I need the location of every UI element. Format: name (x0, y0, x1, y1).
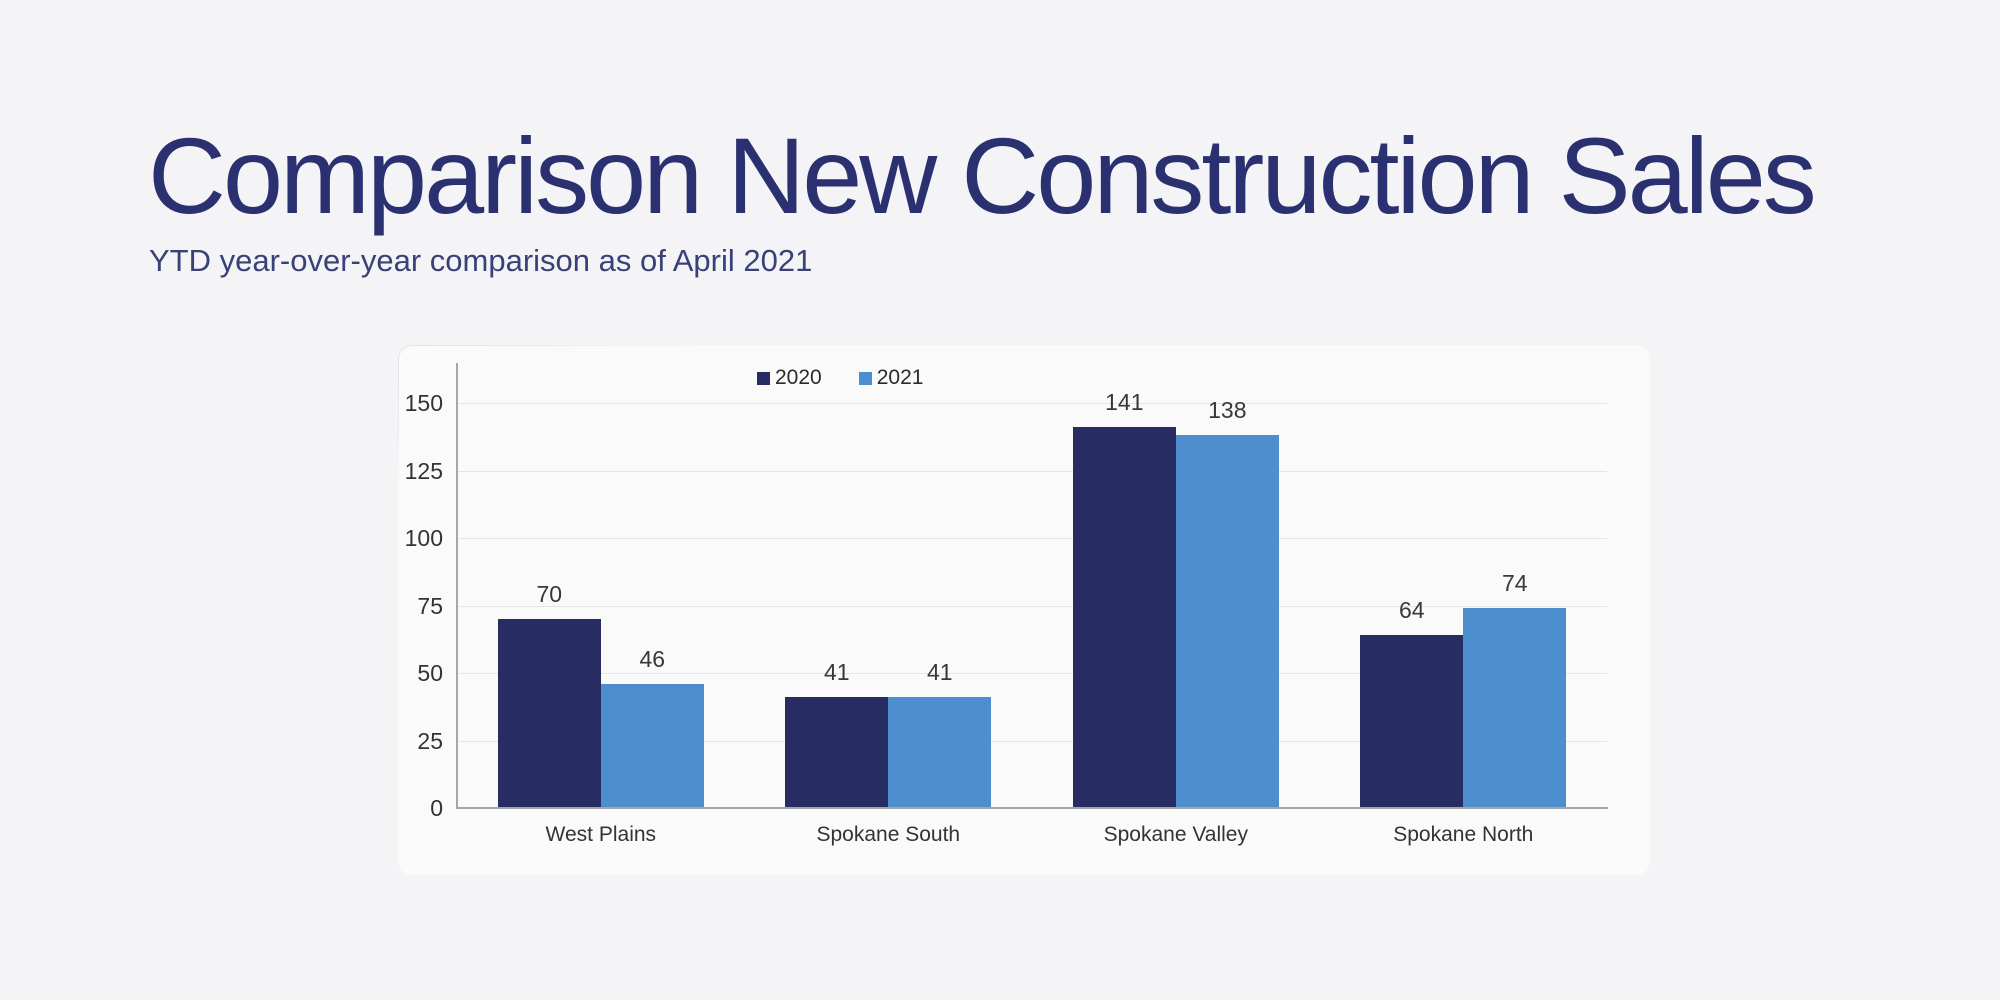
legend-swatch-2020 (757, 371, 770, 385)
page-subtitle: YTD year-over-year comparison as of Apri… (149, 243, 813, 278)
value-label-2020-west-plains: 70 (536, 581, 563, 607)
bar-2021-west-plains (600, 683, 704, 808)
bar-2020-west-plains (497, 619, 601, 808)
value-label-2020-spokane-south: 41 (824, 659, 850, 686)
gridline-150 (458, 403, 1607, 404)
category-label-west-plains: West Plains (545, 823, 657, 846)
bar-2021-spokane-valley (1175, 435, 1279, 808)
value-label-2021-west-plains: 46 (639, 645, 666, 672)
value-label-2021-spokane-north: 74 (1502, 570, 1528, 597)
y-tick-label-25: 25 (417, 728, 443, 754)
bar-2021-spokane-south (888, 697, 992, 808)
page-title: Comparison New Construction Sales (148, 115, 1817, 236)
bar-2020-spokane-south (785, 697, 889, 808)
y-tick-label-0: 0 (430, 795, 443, 821)
y-axis-line (456, 363, 458, 808)
value-label-2021-spokane-south: 41 (927, 659, 953, 686)
legend-label-2020: 2020 (775, 366, 822, 389)
legend-label-2021: 2021 (876, 366, 924, 389)
x-axis-line (456, 807, 1608, 809)
category-label-spokane-south: Spokane South (816, 823, 961, 846)
legend-swatch-2021 (858, 371, 872, 385)
value-label-2020-spokane-valley: 141 (1105, 389, 1144, 416)
gridline-50 (458, 673, 1607, 674)
y-tick-label-100: 100 (404, 525, 443, 551)
gridline-25 (458, 741, 1607, 742)
y-tick-label-50: 50 (417, 660, 443, 686)
value-label-2021-spokane-valley: 138 (1208, 397, 1247, 424)
gridline-125 (458, 471, 1607, 472)
legend-item-2021: 2021 (858, 366, 924, 390)
y-tick-label-150: 150 (404, 390, 443, 416)
y-tick-label-125: 125 (404, 458, 443, 484)
y-tick-label-75: 75 (417, 593, 443, 619)
chart-panel-border-top (425, 345, 763, 346)
category-label-spokane-north: Spokane North (1393, 823, 1534, 846)
gridline-75 (458, 606, 1607, 607)
gridline-100 (458, 538, 1607, 539)
bar-2020-spokane-valley (1072, 427, 1176, 808)
chart-legend: 2020 2021 (757, 366, 923, 390)
chart-panel-border-corner (398, 345, 426, 373)
chart-panel-border-left (398, 372, 399, 492)
bar-2021-spokane-north (1463, 608, 1567, 808)
legend-item-2020: 2020 (757, 366, 822, 390)
value-label-2020-spokane-north: 64 (1399, 597, 1425, 624)
bar-2020-spokane-north (1360, 635, 1464, 808)
category-label-spokane-valley: Spokane Valley (1103, 823, 1248, 846)
